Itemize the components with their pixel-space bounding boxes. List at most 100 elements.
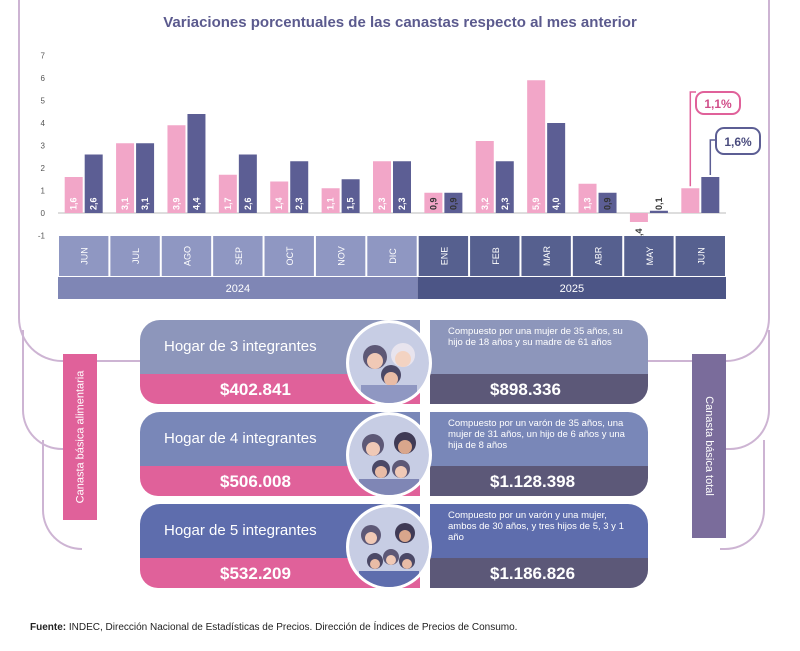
bar-cba [116,143,135,213]
callout-box-cba [695,91,741,115]
bar-cba [681,188,700,213]
month-cell [161,236,212,276]
year-band [58,277,418,299]
x-tick-label: ENE [439,247,449,266]
x-tick-label: AGO [182,246,192,266]
bar-cbt [393,161,411,213]
bar-cba [64,177,83,213]
bar-value-label: 1,7 [223,197,233,210]
family-illustration-icon [346,412,432,498]
bar-value-label: 1,6 [69,197,79,210]
bar-value-label: 0,9 [428,197,438,210]
hogar-desc-box: Compuesto por un varón de 35 años, una m… [430,412,648,466]
cba-value: $402.841 [220,380,291,399]
callout-label-cba: 1,1% [704,97,732,111]
bar-value-label: 4,4 [191,197,201,210]
bar-cba [270,181,289,213]
hogar-desc: Compuesto por un varón de 35 años, una m… [448,418,625,451]
x-tick-label: DIC [388,248,398,264]
x-tick-label: JUL [131,248,141,264]
hogar-title: Hogar de 4 integrantes [164,430,317,447]
x-tick-label: FEB [491,247,501,265]
bar-value-label: 1,5 [346,197,356,210]
cbt-value-box: $1.186.826 [430,558,648,588]
y-tick-label: 1 [41,187,46,196]
bar-value-label: 1,4 [274,197,284,210]
source-label: Fuente: [30,622,67,633]
month-cell [470,236,520,276]
month-cell [521,236,571,276]
hogar-title: Hogar de 5 integrantes [164,522,317,539]
cbt-side-text: Canasta básica total [703,396,716,496]
year-label: 2025 [560,283,584,295]
x-tick-label: OCT [285,246,295,266]
y-tick-label: 0 [41,209,46,218]
y-tick-label: -1 [38,232,46,241]
bar-cbt [341,179,360,213]
cbt-value: $898.336 [490,380,561,399]
bar-cba [218,174,237,213]
month-cell [213,236,263,276]
month-cell [264,236,314,276]
bar-value-label: 3,1 [120,197,130,210]
bar-cba [527,80,546,213]
bar-value-label: 2,3 [397,197,407,210]
month-cell [418,236,469,276]
bar-value-label: 2,6 [243,197,253,210]
callout-line-cba [689,91,696,187]
bar-cba [424,192,443,213]
source-note: Fuente: INDEC, Dirección Nacional de Est… [30,622,517,633]
hogar-desc: Compuesto por un varón y una mujer, ambo… [448,510,624,543]
source-text: INDEC, Dirección Nacional de Estadística… [66,622,518,633]
bar-chart: -1 0 1 2 3 4 5 6 7 1,6 2,6 3,1 3,1 3,9 4,4 1,7 2,6 1,4 2,3… [38,52,761,299]
bar-cbt [187,114,206,213]
cbt-value-box: $898.336 [430,374,648,404]
cba-value: $532.209 [220,564,291,583]
y-tick-label: 5 [41,97,46,106]
month-cell [624,236,674,276]
cba-side-text: Canasta básica alimentaria [74,370,86,504]
bar-value-label: 1,3 [583,197,593,210]
bar-value-label: 3,1 [140,197,150,210]
callout-box-cbt [715,127,761,155]
bar-cbt [598,192,617,213]
right-connector-2 [720,440,765,550]
bar-cbt [701,177,720,213]
cba-value: $506.008 [220,472,291,491]
bar-value-label: 2,3 [500,197,510,210]
month-cell [572,236,623,276]
bar-cbt [290,161,309,213]
x-tick-label: JUN [696,247,706,265]
bar-value-label: 3,2 [480,197,490,210]
y-tick-label: 2 [41,164,46,173]
bar-value-label: 0,9 [603,197,613,210]
bar-cbt [136,143,155,213]
callout-label-cbt: 1,6% [724,135,752,149]
year-label: 2024 [226,283,250,295]
x-tick-label: MAR [542,246,552,267]
bar-cbt [649,210,668,213]
family-illustration-icon [346,320,432,406]
hogar-card-5: Hogar de 5 integrantes $532.209 Compuest… [140,504,648,590]
bar-cba [475,141,494,213]
bar-cba [629,213,648,222]
bar-value-label: 3,9 [171,197,181,210]
chart-title: Variaciones porcentuales de las canastas… [163,14,637,31]
x-tick-label: ABR [594,246,604,265]
bar-cba [321,188,340,213]
x-tick-label: SEP [234,247,244,265]
bar-cbt [547,123,566,213]
bar-value-label: 5,9 [531,197,541,210]
x-tick-label: NOV [337,246,347,266]
hogar-card-3: Hogar de 3 integrantes $402.841 Compuest… [140,320,648,406]
bar-cba [578,183,597,213]
month-cell [110,236,160,276]
hogar-desc-box: Compuesto por una mujer de 35 años, su h… [430,320,648,374]
month-cell [59,236,109,276]
hogar-card-4: Hogar de 4 integrantes $506.008 Compuest… [140,412,648,498]
y-tick-label: 7 [41,52,46,61]
cba-side-label: Canasta básica alimentaria [63,354,97,520]
year-band [417,277,726,299]
family-illustration-icon [346,504,432,590]
x-tick-label: MAY [645,247,655,266]
